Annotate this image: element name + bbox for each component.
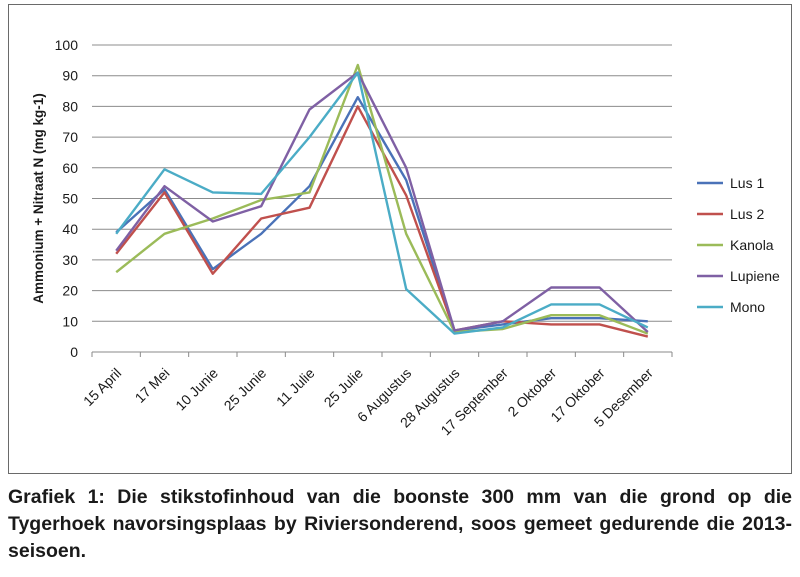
y-tick-label: 10 xyxy=(62,313,78,329)
x-tick-label: 25 Junie xyxy=(221,365,270,414)
x-tick-label: 15 April xyxy=(80,365,124,409)
y-tick-label: 30 xyxy=(62,252,78,268)
series-line-kanola xyxy=(115,63,649,335)
y-tick-label: 20 xyxy=(62,283,78,299)
y-tick-label: 100 xyxy=(55,37,79,53)
y-tick-label: 60 xyxy=(62,160,78,176)
y-tick-label: 90 xyxy=(62,68,78,84)
y-axis-label: Ammonium + Nitraat N (mg kg-1) xyxy=(31,93,46,303)
line-chart: 0 10 20 30 40 50 60 70 80 90 100 15 April 17 Mei 10 J… xyxy=(31,37,780,438)
y-tick-label: 80 xyxy=(62,98,78,114)
legend-label: Lupiene xyxy=(730,268,780,284)
y-tick-label: 40 xyxy=(62,221,78,237)
x-tick-label: 17 Mei xyxy=(132,365,173,406)
series-line-lupiene xyxy=(115,71,649,333)
legend-label: Lus 2 xyxy=(730,206,764,222)
figure-caption: Grafiek 1: Die stikstofinhoud van die bo… xyxy=(8,486,792,562)
y-tick-label: 0 xyxy=(70,344,78,360)
legend-label: Kanola xyxy=(730,237,774,253)
y-tick-label: 50 xyxy=(62,191,78,207)
x-tick-label: 10 Junie xyxy=(172,365,221,414)
series-line-mono xyxy=(115,71,649,335)
x-tick-label: 25 Julie xyxy=(321,365,367,411)
series-line-lus-1 xyxy=(115,95,648,332)
chart-frame: 0 10 20 30 40 50 60 70 80 90 100 15 April 17 Mei 10 J… xyxy=(8,4,792,474)
legend-label: Mono xyxy=(730,299,765,315)
legend-label: Lus 1 xyxy=(730,175,764,191)
y-tick-label: 70 xyxy=(62,129,78,145)
x-tick-label: 11 Julie xyxy=(273,365,318,410)
